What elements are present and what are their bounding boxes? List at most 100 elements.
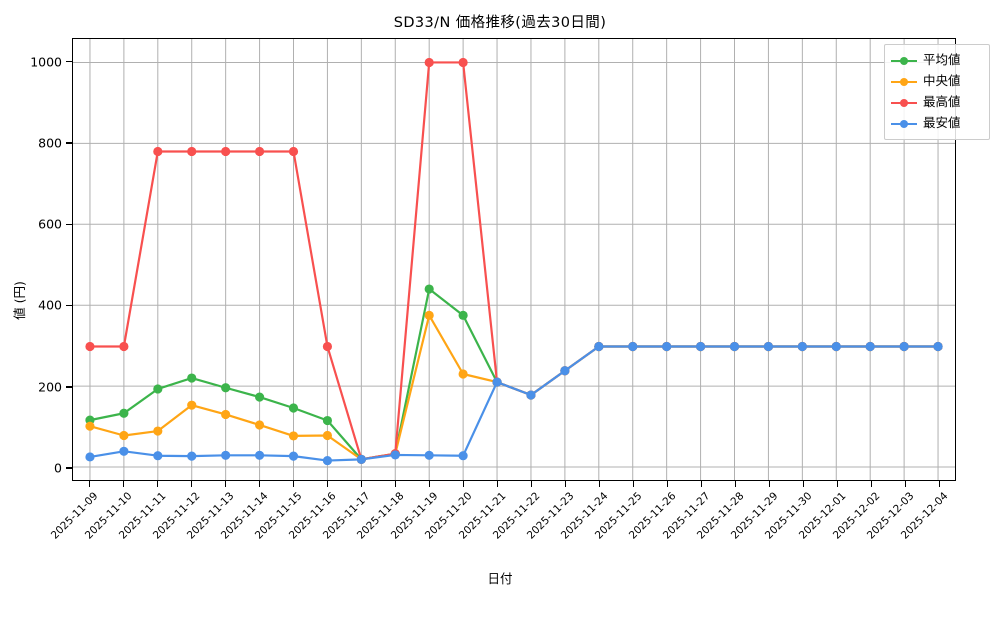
x-axis-tick-mark <box>224 481 226 487</box>
x-axis-tick-mark <box>734 481 736 487</box>
data-point <box>221 409 231 420</box>
x-axis-tick-mark <box>666 481 668 487</box>
data-point <box>458 310 468 320</box>
data-point <box>221 383 231 393</box>
data-point <box>221 450 231 460</box>
x-axis-tick-mark <box>564 481 566 487</box>
data-point <box>322 415 333 426</box>
x-axis-tick-mark <box>598 481 600 487</box>
data-point <box>831 341 841 352</box>
series-平均値 <box>85 284 943 464</box>
data-point <box>729 341 740 352</box>
legend-label: 最安値 <box>923 115 961 131</box>
data-point <box>424 450 434 460</box>
series-最安値 <box>85 341 943 466</box>
x-axis-tick-mark <box>870 481 872 487</box>
x-axis-tick-label: 2025-11-15 <box>252 490 305 542</box>
data-point <box>662 341 672 352</box>
data-point <box>288 146 299 157</box>
x-axis-tick-mark <box>836 481 838 487</box>
data-point <box>85 452 95 462</box>
x-axis-tick-label: 2025-11-27 <box>660 490 713 542</box>
y-axis-label: 値 (円) <box>8 0 28 600</box>
x-axis-tick-mark <box>496 481 498 487</box>
x-axis-tick-label: 2025-11-22 <box>490 490 543 542</box>
legend-item-最安値[interactable]: 最安値 <box>891 113 983 134</box>
series-line <box>88 61 940 461</box>
data-point <box>119 446 129 456</box>
data-point <box>187 451 197 461</box>
data-point <box>221 146 231 157</box>
price-history-chart: SD33/N 価格推移(過去30日間) 値 (円) 日付 0 200 400 600 8… <box>8 0 990 600</box>
data-point <box>153 426 163 436</box>
x-axis-tick-mark <box>292 481 294 487</box>
legend-item-中央値[interactable]: 中央値 <box>891 71 983 92</box>
x-axis-tick-mark <box>326 481 328 487</box>
x-axis-tick-label: 2025-11-25 <box>592 490 645 542</box>
x-axis-tick-label: 2025-11-13 <box>184 490 237 542</box>
x-axis-tick-mark <box>394 481 396 487</box>
x-axis-tick-label: 2025-11-12 <box>150 490 203 542</box>
plot-area <box>72 38 956 481</box>
x-axis-tick-mark <box>122 481 124 487</box>
x-axis-tick-mark <box>462 481 464 487</box>
y-axis-tick-label: 1000 <box>30 54 62 70</box>
x-axis-tick-label: 2025-11-28 <box>694 490 747 542</box>
series-中央値 <box>85 310 943 464</box>
x-axis-tick-label: 2025-11-23 <box>524 490 577 542</box>
data-point <box>390 450 400 460</box>
data-point <box>899 341 909 352</box>
data-point <box>119 430 129 441</box>
data-point <box>594 341 604 352</box>
legend-item-平均値[interactable]: 平均値 <box>891 50 983 71</box>
x-axis-tick-mark <box>190 481 192 487</box>
data-point <box>424 57 434 68</box>
data-point <box>424 284 434 294</box>
legend-label: 最高値 <box>923 94 961 110</box>
x-axis-tick-label: 2025-11-16 <box>286 490 339 542</box>
series-line <box>88 345 940 462</box>
x-axis-tick-mark <box>938 481 940 487</box>
data-point <box>322 430 333 441</box>
x-axis-tick-mark <box>530 481 532 487</box>
y-axis-tick-label: 0 <box>54 460 62 476</box>
data-point <box>322 456 333 466</box>
x-axis-tick-label: 2025-11-17 <box>320 490 373 542</box>
legend-marker-icon <box>891 76 917 88</box>
legend-marker-icon <box>891 97 917 109</box>
x-axis-tick-mark <box>802 481 804 487</box>
data-point <box>119 408 129 418</box>
series-line <box>88 287 940 461</box>
legend-item-最高値[interactable]: 最高値 <box>891 92 983 113</box>
x-axis-tick-mark <box>88 481 90 487</box>
data-point <box>695 341 706 352</box>
chart-title: SD33/N 価格推移(過去30日間) <box>393 15 607 31</box>
y-axis-tick-label: 200 <box>38 379 62 395</box>
data-point <box>356 454 366 464</box>
data-point <box>424 310 434 320</box>
data-point <box>526 390 536 400</box>
x-axis-tick-label: 2025-11-14 <box>218 490 271 542</box>
x-axis-tick-mark <box>258 481 260 487</box>
x-axis-tick-label: 2025-12-01 <box>796 490 849 542</box>
data-point <box>119 341 129 352</box>
x-axis-tick-label: 2025-12-02 <box>830 490 883 542</box>
x-axis-tick-mark <box>632 481 634 487</box>
x-axis-tick-mark <box>428 481 430 487</box>
legend-label: 中央値 <box>923 73 961 89</box>
data-point <box>458 369 468 379</box>
data-point <box>153 451 163 461</box>
y-axis-label-text: 値 (円) <box>11 280 27 320</box>
series-最高値 <box>85 57 943 464</box>
x-axis-tick-mark <box>156 481 158 487</box>
x-axis-tick-label: 2025-11-11 <box>116 490 169 542</box>
data-point <box>254 420 265 430</box>
x-axis-label: 日付 <box>487 571 513 586</box>
data-point <box>288 403 299 413</box>
data-point <box>254 450 265 460</box>
x-axis-tick-label: 2025-11-18 <box>354 490 407 542</box>
x-axis-tick-label: 2025-12-03 <box>864 490 917 542</box>
x-axis-tick-label: 2025-11-21 <box>456 490 509 542</box>
y-axis-tick-label: 800 <box>38 135 62 151</box>
data-point <box>85 341 95 352</box>
